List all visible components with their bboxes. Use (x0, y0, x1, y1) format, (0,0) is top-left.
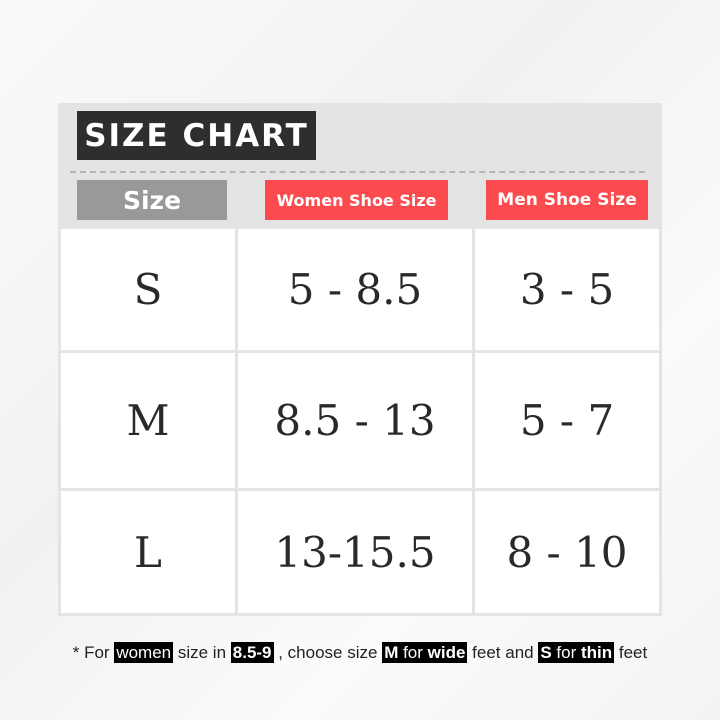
header-size: Size (77, 180, 227, 220)
cell-men: 5 - 7 (475, 353, 659, 488)
note-highlight: M (384, 643, 399, 662)
note-highlight: S (540, 643, 552, 662)
note-text: , choose size (273, 643, 383, 662)
note-text: * For (72, 643, 115, 662)
chart-title: SIZE CHART (77, 111, 316, 160)
note-highlight: women (114, 642, 174, 663)
footnote: * For women size in 8.5-9 , choose size … (0, 642, 720, 663)
cell-women: 8.5 - 13 (238, 353, 472, 488)
note-text: feet and (467, 643, 539, 662)
note-highlight: 8.5-9 (230, 642, 274, 663)
cell-size: L (61, 491, 235, 613)
cell-men: 8 - 10 (475, 491, 659, 613)
note-highlight: thin (580, 643, 613, 662)
note-highlight: for (551, 643, 581, 662)
cell-size: M (61, 353, 235, 488)
cell-women: 13-15.5 (238, 491, 472, 613)
note-text: size in (173, 643, 231, 662)
header-women: Women Shoe Size (265, 180, 448, 220)
cell-women: 5 - 8.5 (238, 229, 472, 350)
cell-men: 3 - 5 (475, 229, 659, 350)
note-highlight: for (398, 643, 428, 662)
header-men: Men Shoe Size (486, 180, 648, 220)
dashed-divider (70, 171, 645, 173)
note-text: feet (614, 643, 648, 662)
note-highlight: wide (427, 643, 466, 662)
cell-size: S (61, 229, 235, 350)
